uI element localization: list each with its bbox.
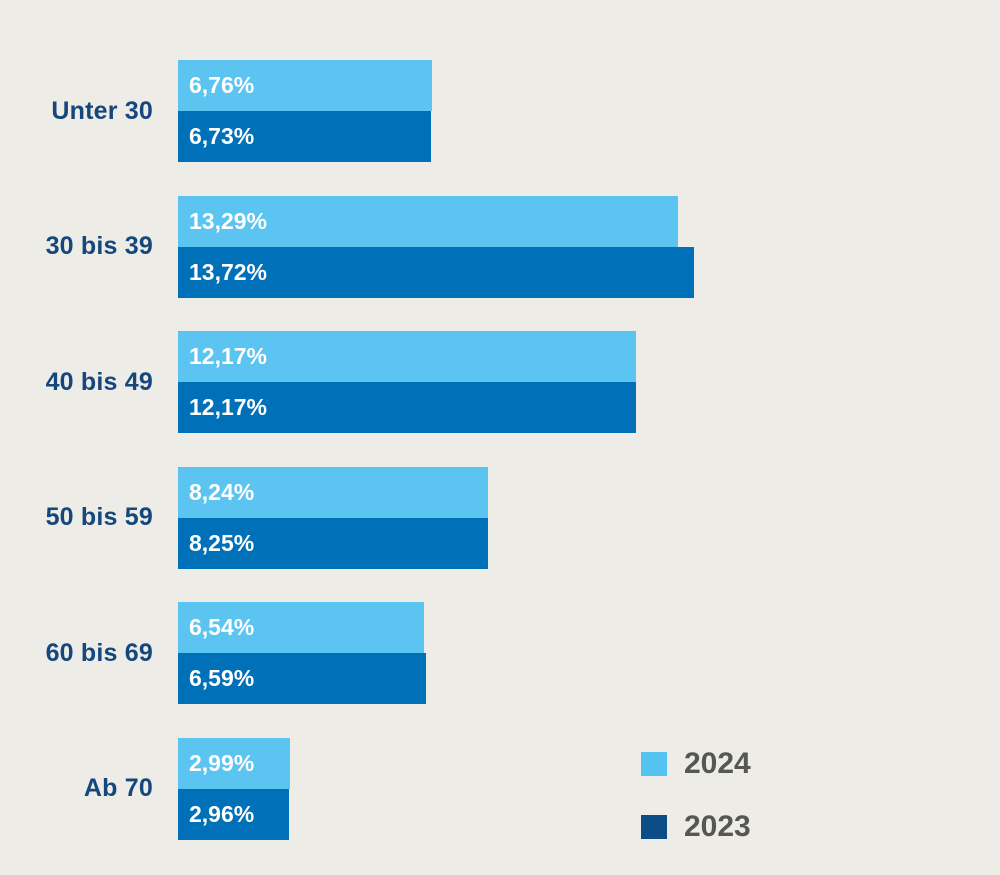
bar-value-label: 13,72% — [189, 258, 268, 285]
legend-item-2024: 2024 — [641, 747, 751, 780]
bar-value-label: 8,24% — [189, 478, 255, 505]
category-label: Ab 70 — [83, 774, 153, 802]
category-label: 50 bis 59 — [45, 503, 153, 531]
bar-value-label: 2,99% — [189, 749, 255, 776]
category-label: 30 bis 39 — [45, 232, 153, 260]
legend-label: 2023 — [684, 810, 751, 843]
bar-2023: 6,59% — [178, 653, 426, 704]
bar-value-label: 12,17% — [189, 343, 268, 369]
bar-value-label: 6,54% — [189, 614, 255, 640]
bar-2023: 13,72% — [178, 246, 694, 298]
category-label: 40 bis 49 — [45, 367, 153, 396]
bar-group: 60 bis 69 6,54% 6,59% — [0, 602, 1000, 704]
bar-group: Unter 30 6,76% 6,73% — [0, 60, 1000, 162]
category-label: 60 bis 69 — [45, 638, 153, 667]
bar-value-label: 2,96% — [189, 800, 255, 827]
bar-group: Ab 70 2,99% 2,96% — [0, 737, 1000, 840]
bar-2024: 8,24% — [178, 466, 488, 518]
legend-swatch-2024 — [641, 752, 667, 776]
bar-2023: 6,73% — [178, 111, 431, 162]
legend-item-2023: 2023 — [641, 810, 751, 843]
bar-2024: 12,17% — [178, 331, 636, 382]
bar-value-label: 6,73% — [189, 123, 255, 149]
bar-2023: 2,96% — [178, 788, 290, 840]
bar-value-label: 6,59% — [189, 665, 255, 691]
bar-2023: 12,17% — [178, 382, 636, 433]
bar-value-label: 13,29% — [189, 207, 268, 234]
bar-value-label: 12,17% — [189, 394, 268, 420]
bar-group: 50 bis 59 8,24% 8,25% — [0, 466, 1000, 569]
bar-2024: 6,54% — [178, 602, 424, 653]
bar-group: 30 bis 39 13,29% 13,72% — [0, 195, 1000, 298]
bar-2024: 6,76% — [178, 60, 433, 111]
legend-label: 2024 — [684, 747, 751, 780]
bar-value-label: 8,25% — [189, 529, 255, 556]
bar-group: 40 bis 49 12,17% 12,17% — [0, 331, 1000, 433]
legend-swatch-2023 — [641, 815, 667, 839]
bar-value-label: 6,76% — [189, 72, 255, 98]
bar-2023: 8,25% — [178, 517, 489, 569]
bar-2024: 2,99% — [178, 737, 291, 789]
category-label: Unter 30 — [51, 96, 153, 125]
bar-2024: 13,29% — [178, 195, 678, 247]
legend: 2024 2023 — [641, 747, 751, 875]
